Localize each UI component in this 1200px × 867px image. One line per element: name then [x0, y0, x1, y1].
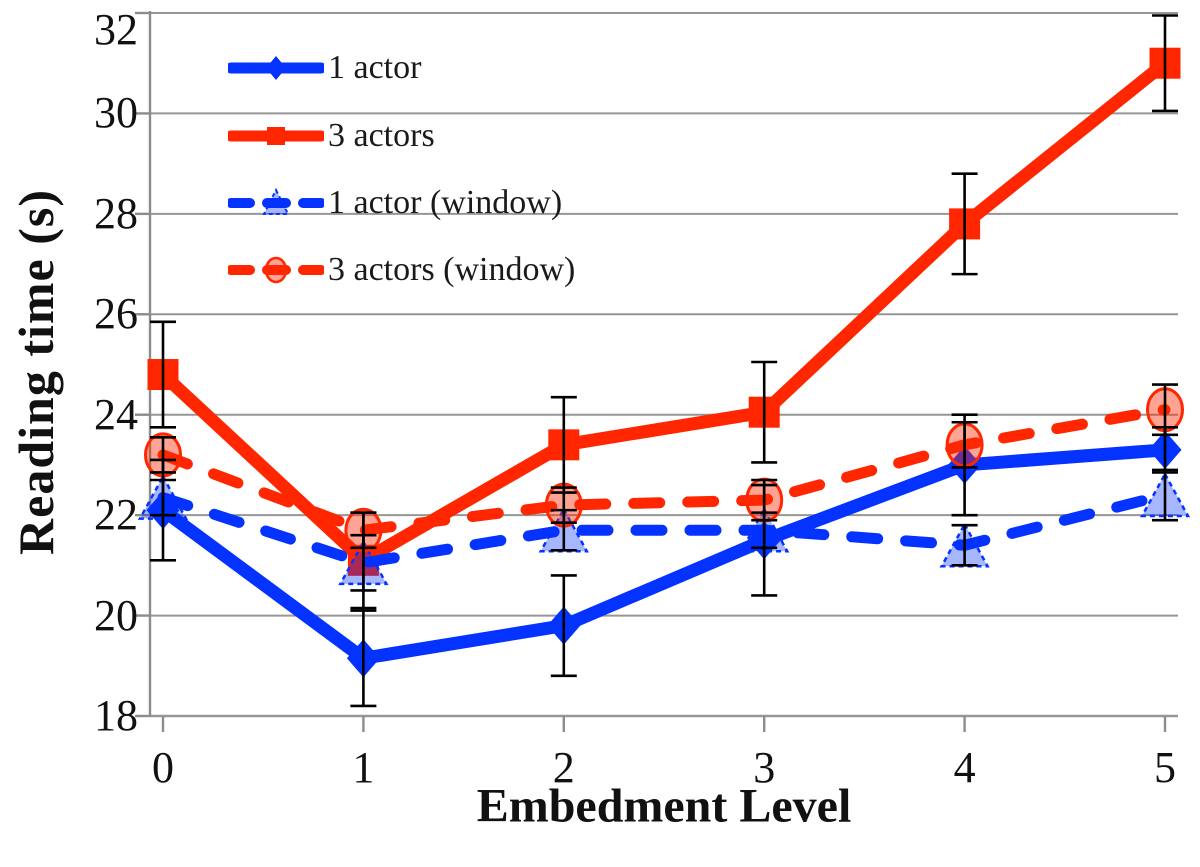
y-tick-label: 20	[94, 590, 138, 640]
x-tick-label: 5	[1154, 743, 1176, 792]
x-tick-label: 4	[953, 743, 976, 792]
legend-label: 3 actors (window)	[328, 251, 576, 288]
y-tick-label: 18	[94, 691, 138, 740]
y-axis-title: Reading time (s)	[8, 189, 64, 555]
y-tick-label: 30	[94, 88, 138, 138]
legend-label: 3 actors	[328, 117, 435, 154]
y-tick-label: 26	[94, 289, 138, 339]
legend-item-1-actor-window: 1 actor (window)	[228, 183, 562, 223]
legend-sample-diamond-glyph	[266, 56, 286, 80]
x-tick-label: 1	[352, 743, 375, 792]
legend-sample-circle-glyph	[264, 256, 288, 284]
legend-sample-3-actors	[228, 127, 324, 145]
legend-sample-square-glyph	[267, 127, 285, 145]
series-line-diamond	[156, 443, 1172, 665]
x-axis-title: Embedment Level	[476, 779, 852, 833]
x-tick-label: 2	[552, 743, 575, 792]
legend-item-3-actors-window: 3 actors (window)	[228, 250, 575, 290]
y-tick-label: 28	[94, 188, 138, 238]
series-line-triangle	[157, 489, 1171, 569]
legend-sample-triangle-glyph	[262, 187, 290, 215]
y-tick-label: 22	[94, 490, 138, 540]
legend-item-3-actors: 3 actors	[228, 116, 435, 156]
legend-sample-1-actor-window	[228, 187, 324, 215]
legend-label: 1 actor (window)	[328, 184, 563, 221]
legend-sample-1-actor	[228, 56, 324, 80]
legend-sample-3-actors-window	[228, 256, 324, 284]
legend-label: 1 actor	[328, 49, 422, 86]
series-line-square	[156, 56, 1172, 567]
legend-item-1-actor: 1 actor	[228, 48, 421, 88]
y-tick-label: 24	[94, 389, 138, 439]
x-tick-label: 3	[753, 743, 776, 792]
y-tick-label: 32	[94, 5, 138, 54]
series-line-circle	[157, 404, 1171, 536]
x-tick-label: 0	[152, 743, 174, 792]
